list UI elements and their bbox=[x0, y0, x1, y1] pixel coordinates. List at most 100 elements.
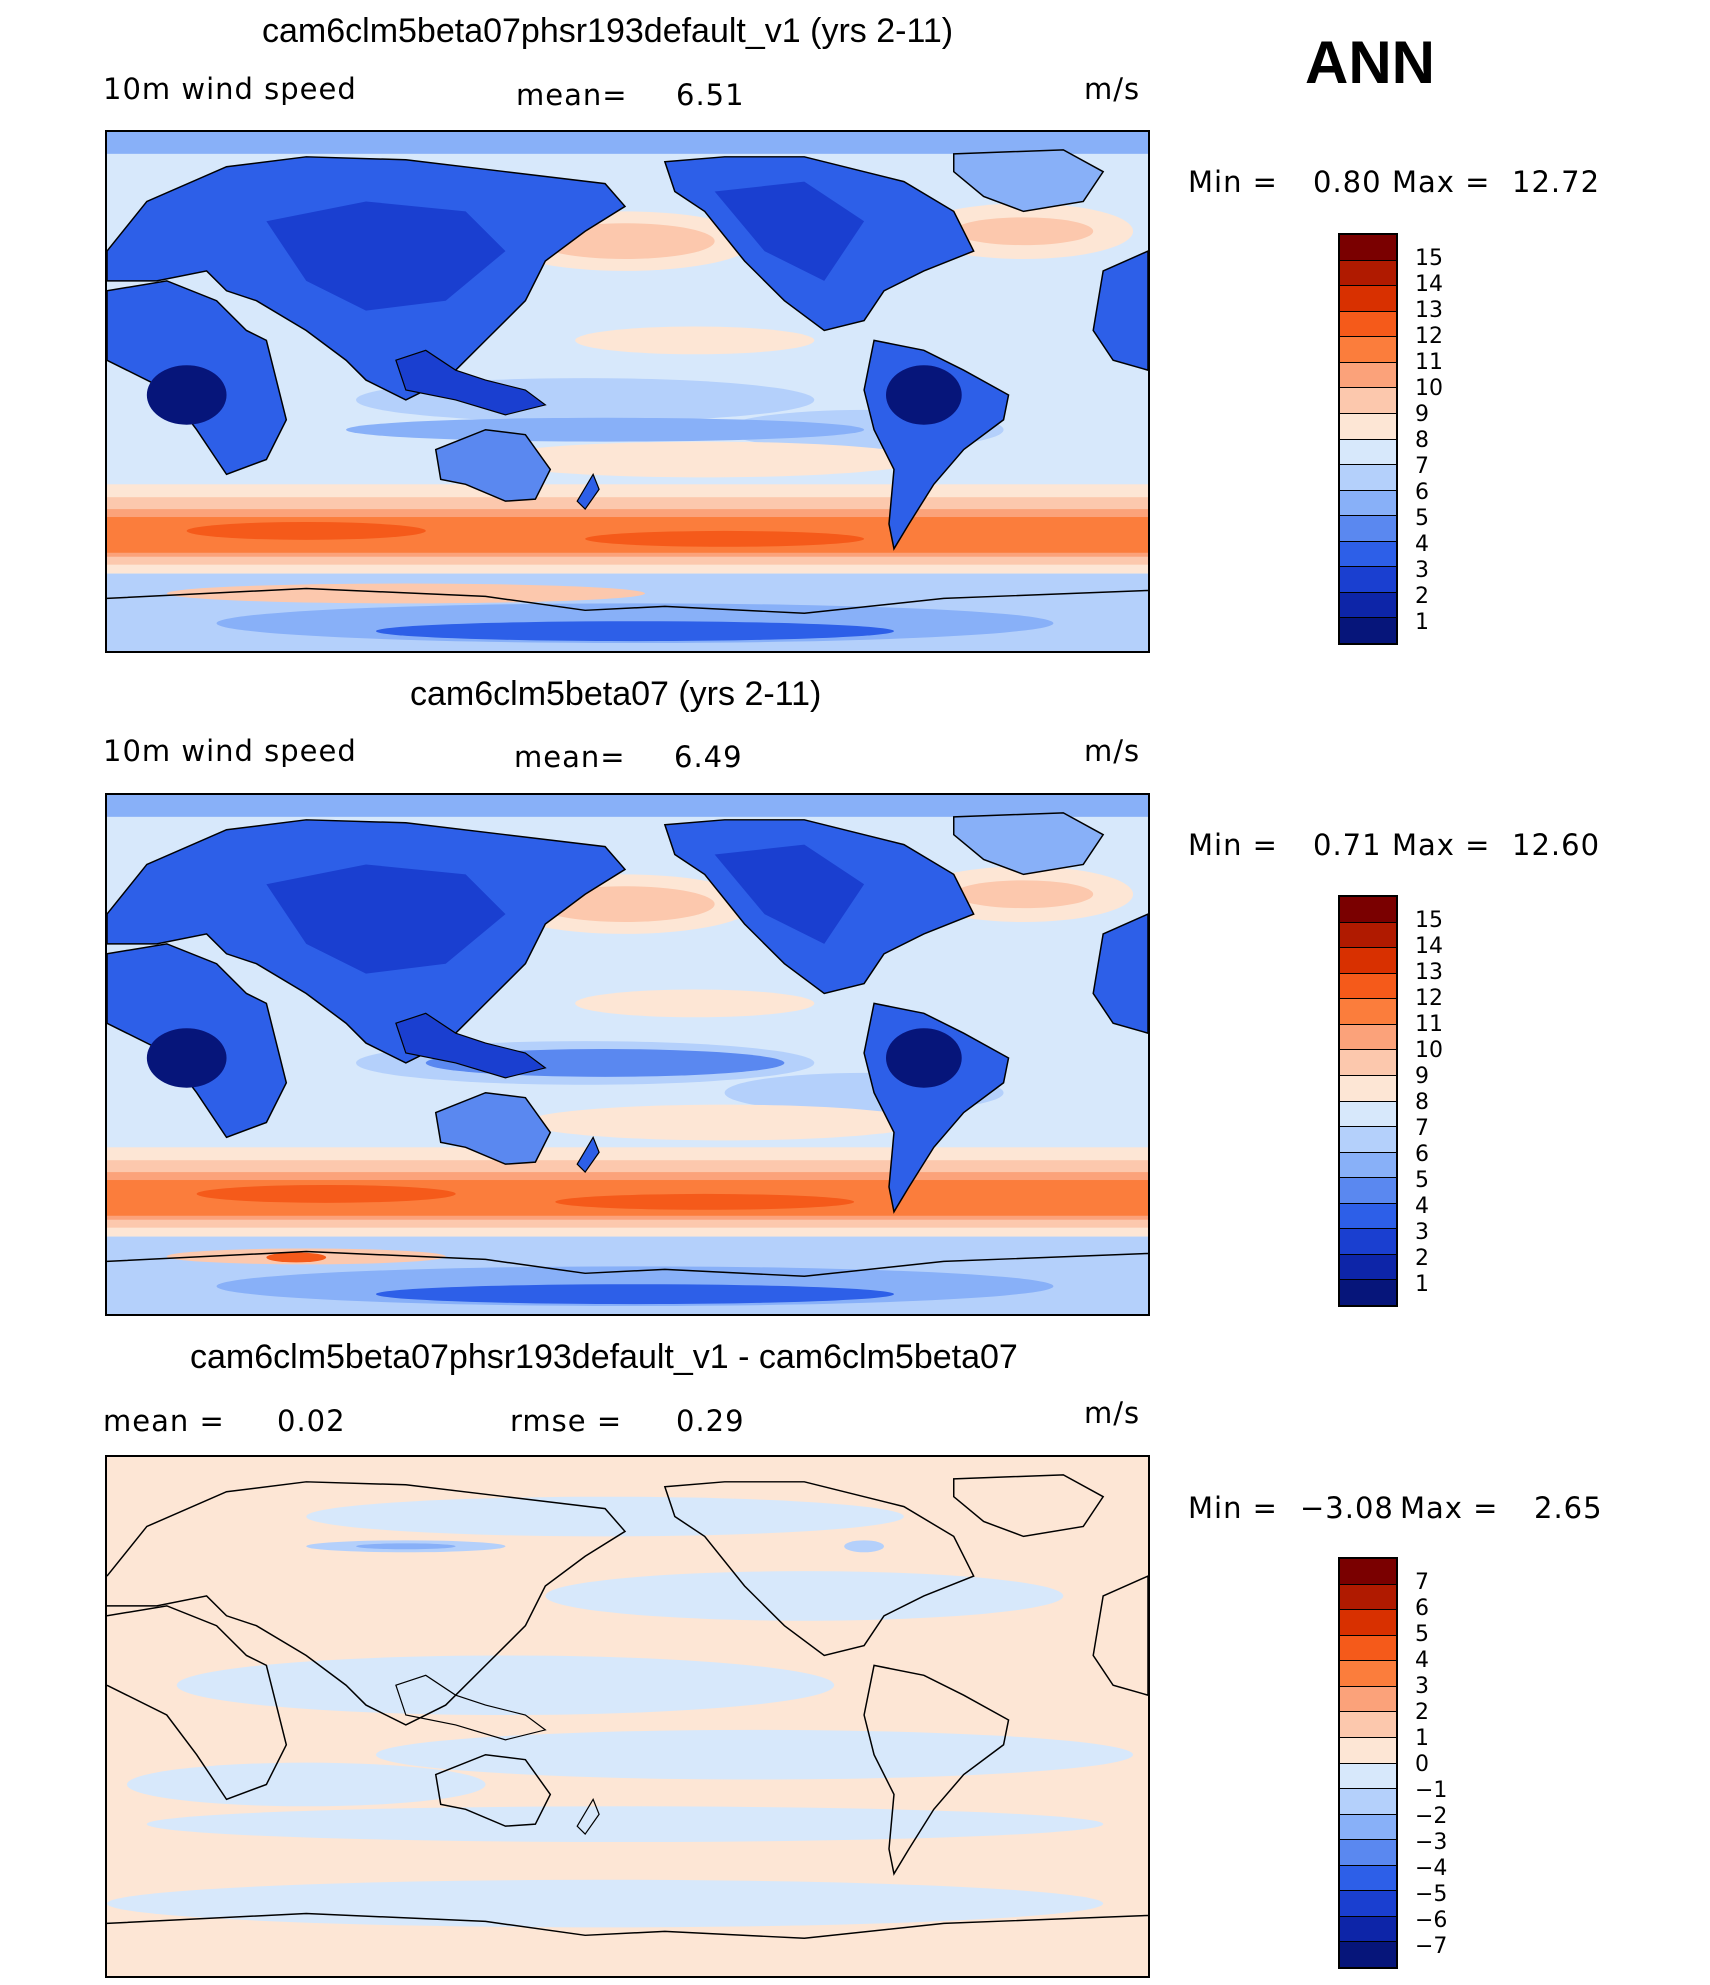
colorbar-swatch bbox=[1340, 948, 1396, 974]
colorbar-swatch bbox=[1340, 1584, 1396, 1611]
panel2-max-value: 12.60 bbox=[1512, 828, 1601, 862]
panel3-colorbar-labels: 7 6 5 4 3 2 1 0 −1 −2 −3 −4 −5 −6 −7 bbox=[1415, 1570, 1447, 1960]
panel1-title: cam6clm5beta07phsr193default_v1 (yrs 2-1… bbox=[262, 12, 954, 50]
panel3-mean-label: mean = bbox=[103, 1404, 225, 1438]
panel3-max-label: Max = bbox=[1400, 1491, 1499, 1525]
colorbar-tick-label: −1 bbox=[1415, 1778, 1448, 1803]
colorbar-swatch bbox=[1340, 897, 1396, 923]
colorbar-swatch bbox=[1340, 362, 1396, 389]
colorbar-tick-label: 2 bbox=[1415, 1246, 1429, 1271]
colorbar-swatch bbox=[1340, 1737, 1396, 1764]
colorbar-swatch bbox=[1340, 286, 1396, 312]
colorbar-tick-label: 4 bbox=[1415, 1648, 1429, 1673]
colorbar-swatch bbox=[1340, 413, 1396, 440]
colorbar-swatch bbox=[1340, 439, 1396, 466]
colorbar-swatch bbox=[1340, 1635, 1396, 1662]
panel2-units: m/s bbox=[1084, 734, 1141, 768]
colorbar-swatch bbox=[1340, 1101, 1396, 1128]
panel2-mean-value: 6.49 bbox=[674, 740, 743, 774]
colorbar-swatch bbox=[1340, 1942, 1396, 1967]
panel2-map bbox=[105, 793, 1150, 1316]
colorbar-swatch bbox=[1340, 1024, 1396, 1051]
panel2-colorbar-labels: 15 14 13 12 11 10 9 8 7 6 5 4 3 2 1 bbox=[1415, 908, 1443, 1298]
colorbar-tick-label: 1 bbox=[1415, 1726, 1429, 1751]
colorbar-swatch bbox=[1340, 1840, 1396, 1866]
colorbar-tick-label: −6 bbox=[1415, 1908, 1448, 1933]
colorbar-tick-label: 5 bbox=[1415, 1622, 1429, 1647]
colorbar-tick-label: 2 bbox=[1415, 1700, 1429, 1725]
colorbar-tick-label: 0 bbox=[1415, 1752, 1429, 1777]
colorbar-swatch bbox=[1340, 311, 1396, 338]
colorbar-swatch bbox=[1340, 1178, 1396, 1204]
wind-speed-map-control bbox=[107, 795, 1148, 1314]
colorbar-tick-label: −3 bbox=[1415, 1830, 1448, 1855]
colorbar-tick-label: 3 bbox=[1415, 1674, 1429, 1699]
colorbar-tick-label: 14 bbox=[1415, 934, 1443, 959]
colorbar-swatch bbox=[1340, 516, 1396, 542]
colorbar-tick-label: 7 bbox=[1415, 1116, 1429, 1141]
colorbar-tick-label: −5 bbox=[1415, 1882, 1448, 1907]
colorbar-swatch bbox=[1340, 235, 1396, 261]
colorbar-swatch bbox=[1340, 1075, 1396, 1102]
colorbar-tick-label: 3 bbox=[1415, 1220, 1429, 1245]
panel3-map bbox=[105, 1455, 1150, 1978]
colorbar-tick-label: 1 bbox=[1415, 1272, 1429, 1297]
colorbar-tick-label: 7 bbox=[1415, 454, 1429, 479]
panel1-min-value: 0.80 bbox=[1313, 165, 1382, 199]
colorbar-swatch bbox=[1340, 1229, 1396, 1255]
colorbar-swatch bbox=[1340, 490, 1396, 517]
panel3-rmse-value: 0.29 bbox=[676, 1404, 745, 1438]
colorbar-tick-label: 5 bbox=[1415, 506, 1429, 531]
colorbar-tick-label: 4 bbox=[1415, 532, 1429, 557]
panel1-mean-label: mean= bbox=[516, 78, 628, 112]
colorbar-swatch bbox=[1340, 1559, 1396, 1585]
colorbar-tick-label: 8 bbox=[1415, 428, 1429, 453]
wind-speed-map-test bbox=[107, 132, 1148, 651]
colorbar-tick-label: 12 bbox=[1415, 986, 1443, 1011]
colorbar-swatch bbox=[1340, 1712, 1396, 1738]
wind-speed-difference-map bbox=[107, 1457, 1148, 1976]
colorbar-swatch bbox=[1340, 1865, 1396, 1892]
colorbar-tick-label: 6 bbox=[1415, 480, 1429, 505]
colorbar-swatch bbox=[1340, 1050, 1396, 1076]
colorbar-swatch bbox=[1340, 999, 1396, 1025]
colorbar-swatch bbox=[1340, 1203, 1396, 1230]
panel1-min-label: Min = bbox=[1188, 165, 1278, 199]
colorbar-tick-label: 4 bbox=[1415, 1194, 1429, 1219]
colorbar-tick-label: 6 bbox=[1415, 1596, 1429, 1621]
panel2-title: cam6clm5beta07 (yrs 2-11) bbox=[410, 675, 822, 713]
panel2-colorbar bbox=[1338, 895, 1398, 1307]
colorbar-swatch bbox=[1340, 922, 1396, 949]
panel3-min-label: Min = bbox=[1188, 1491, 1278, 1525]
colorbar-swatch bbox=[1340, 1814, 1396, 1841]
colorbar-swatch bbox=[1340, 465, 1396, 491]
colorbar-tick-label: 9 bbox=[1415, 1064, 1429, 1089]
panel2-min-value: 0.71 bbox=[1313, 828, 1382, 862]
colorbar-swatch bbox=[1340, 973, 1396, 1000]
colorbar-swatch bbox=[1340, 1280, 1396, 1305]
colorbar-tick-label: 5 bbox=[1415, 1168, 1429, 1193]
colorbar-swatch bbox=[1340, 260, 1396, 287]
colorbar-tick-label: 3 bbox=[1415, 558, 1429, 583]
colorbar-tick-label: 13 bbox=[1415, 298, 1443, 323]
colorbar-swatch bbox=[1340, 388, 1396, 414]
colorbar-tick-label: 13 bbox=[1415, 960, 1443, 985]
colorbar-swatch bbox=[1340, 618, 1396, 643]
panel1-variable-label: 10m wind speed bbox=[103, 72, 357, 106]
colorbar-tick-label: 12 bbox=[1415, 324, 1443, 349]
colorbar-tick-label: 7 bbox=[1415, 1570, 1429, 1595]
colorbar-tick-label: −7 bbox=[1415, 1934, 1448, 1959]
colorbar-tick-label: 15 bbox=[1415, 908, 1443, 933]
colorbar-swatch bbox=[1340, 1686, 1396, 1713]
panel1-max-label: Max = bbox=[1392, 165, 1491, 199]
panel3-max-value: 2.65 bbox=[1534, 1491, 1603, 1525]
panel1-mean-value: 6.51 bbox=[676, 78, 745, 112]
colorbar-swatch bbox=[1340, 337, 1396, 363]
colorbar-tick-label: 14 bbox=[1415, 272, 1443, 297]
colorbar-swatch bbox=[1340, 567, 1396, 593]
colorbar-swatch bbox=[1340, 1661, 1396, 1687]
colorbar-swatch bbox=[1340, 541, 1396, 568]
panel2-variable-label: 10m wind speed bbox=[103, 734, 357, 768]
colorbar-swatch bbox=[1340, 1763, 1396, 1790]
colorbar-swatch bbox=[1340, 1789, 1396, 1815]
